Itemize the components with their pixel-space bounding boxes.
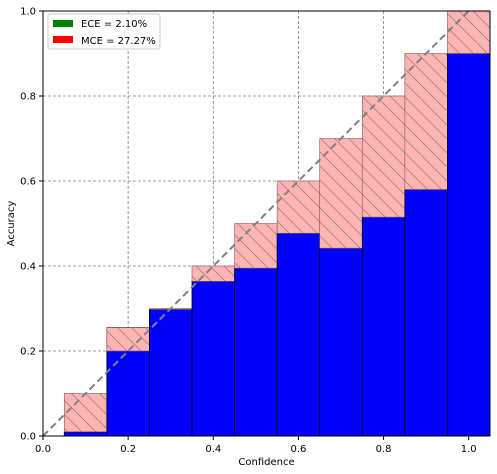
legend-label-mce: MCE = 27.27% [81, 36, 156, 47]
accuracy-bar-9 [447, 53, 490, 436]
y-tick-label-0: 0.0 [20, 432, 36, 443]
y-tick-label-5: 1.0 [20, 7, 36, 18]
gap-hatch-9 [447, 11, 490, 54]
y-tick-label-2: 0.4 [20, 262, 36, 273]
legend-swatch-ece [53, 20, 73, 27]
gap-hatch-3 [191, 265, 235, 282]
y-tick-label-1: 0.2 [20, 347, 36, 358]
legend-label-ece: ECE = 2.10% [81, 19, 147, 30]
y-axis-label: Accuracy [6, 201, 17, 247]
x-axis-label: Confidence [238, 457, 294, 468]
reference-line [43, 11, 470, 436]
accuracy-bar-2 [149, 308, 193, 436]
perfect-calibration-line [43, 11, 470, 436]
accuracy-bar-5 [276, 232, 321, 436]
x-tick-label-2: 0.4 [205, 444, 221, 455]
gap-hatch-8 [404, 53, 448, 190]
accuracy-bar-7 [361, 216, 406, 436]
legend: ECE = 2.10% MCE = 27.27% [47, 13, 161, 50]
accuracy-bar-4 [234, 267, 278, 436]
bars [63, 11, 490, 436]
accuracy-bar-3 [191, 280, 235, 436]
x-tick-label-0: 0.0 [35, 444, 51, 455]
gap-hatch-5 [276, 180, 321, 234]
legend-swatch-mce [53, 36, 73, 43]
plot-frame [42, 10, 491, 437]
x-tick-label-4: 0.8 [376, 444, 392, 455]
x-tick-label-3: 0.6 [290, 444, 306, 455]
gap-hatch-7 [361, 95, 406, 218]
ticks: 0.0 0.2 0.4 0.6 0.8 1.0 0.0 0.2 0.4 0.6 0.8 1.0 [20, 7, 477, 456]
x-tick-label-1: 0.2 [120, 444, 136, 455]
x-tick-label-5: 1.0 [461, 444, 477, 455]
legend-box [47, 13, 161, 50]
accuracy-bar-8 [404, 189, 448, 436]
accuracy-bar-6 [319, 247, 363, 436]
gap-hatch-4 [234, 223, 278, 269]
y-tick-label-4: 0.8 [20, 92, 36, 103]
y-tick-label-3: 0.6 [20, 177, 36, 188]
gap-hatch-0 [63, 393, 108, 433]
accuracy-bar-0 [63, 431, 108, 436]
gap-hatch-1 [106, 327, 150, 352]
gap-hatch-6 [319, 138, 363, 249]
